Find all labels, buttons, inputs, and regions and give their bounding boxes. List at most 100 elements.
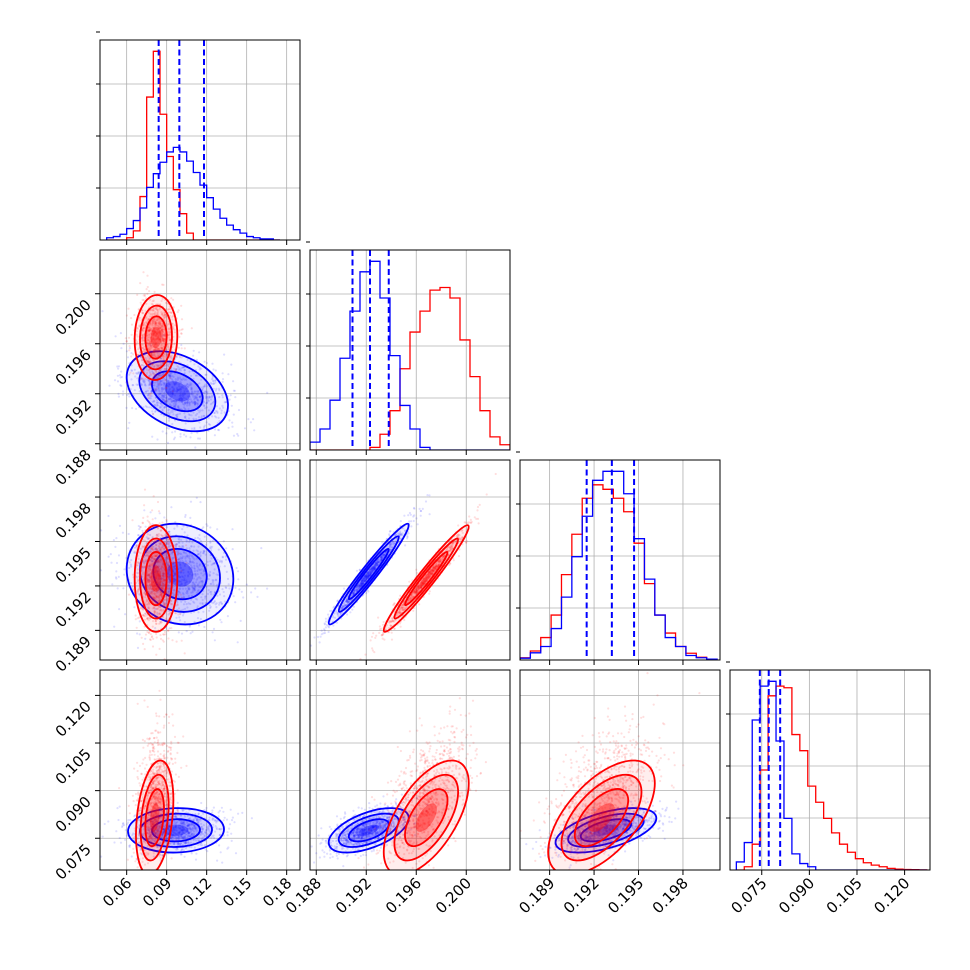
sample-point — [179, 612, 182, 615]
sample-point — [148, 327, 151, 330]
sample-point — [177, 366, 180, 369]
sample-point — [147, 360, 150, 364]
sample-point — [137, 318, 140, 321]
sample-point — [188, 566, 191, 569]
sample-point — [178, 583, 181, 586]
sample-point — [185, 390, 188, 393]
sample-point — [150, 334, 153, 337]
sample-point — [160, 335, 163, 339]
sample-point — [177, 400, 181, 403]
sample-point — [180, 381, 183, 384]
sample-point — [406, 535, 409, 539]
sample-point — [220, 602, 223, 605]
sample-point — [151, 556, 154, 559]
panel-content — [101, 271, 269, 449]
sample-point — [211, 562, 214, 566]
sample-point — [183, 366, 186, 369]
sample-point — [143, 329, 146, 332]
sample-point — [199, 395, 202, 398]
sample-point — [216, 558, 219, 561]
sample-point — [233, 389, 236, 392]
sample-point — [182, 525, 185, 528]
sample-point — [133, 368, 136, 371]
sample-point — [135, 544, 138, 547]
sample-point — [179, 387, 182, 391]
sample-point — [212, 627, 216, 631]
sample-point — [177, 593, 180, 596]
sample-point — [399, 594, 402, 597]
sample-point — [172, 343, 175, 346]
sample-point — [215, 573, 218, 576]
sample-point — [201, 598, 204, 602]
sample-point — [145, 316, 148, 319]
sample-point — [152, 400, 155, 403]
sample-point — [151, 324, 154, 327]
sample-point — [158, 371, 161, 374]
sample-point — [170, 404, 173, 407]
sample-point — [183, 392, 186, 395]
sample-point — [152, 376, 155, 379]
sample-point — [148, 565, 151, 568]
sample-point — [205, 406, 208, 409]
sample-point — [158, 364, 161, 367]
sample-point — [135, 333, 138, 336]
sample-point — [151, 303, 154, 306]
sample-point — [182, 366, 185, 369]
sample-point — [178, 387, 181, 390]
sample-point — [188, 572, 191, 576]
sample-point — [164, 393, 167, 397]
sample-point — [428, 494, 431, 497]
sample-point — [165, 364, 168, 367]
sample-point — [223, 600, 227, 603]
sample-point — [218, 601, 221, 605]
sample-point — [157, 336, 160, 339]
sample-point — [152, 376, 155, 379]
sample-point — [149, 349, 152, 352]
sample-point — [143, 370, 146, 373]
sample-point — [171, 392, 174, 395]
sample-point — [150, 340, 153, 343]
sample-point — [141, 358, 144, 361]
sample-point — [205, 362, 208, 365]
sample-point — [165, 383, 169, 386]
sample-point — [178, 541, 181, 544]
sample-point — [148, 374, 151, 377]
sample-point — [179, 566, 182, 569]
sample-point — [160, 325, 163, 328]
sample-point — [155, 322, 158, 325]
sample-point — [163, 399, 166, 402]
sample-point — [197, 583, 200, 586]
sample-point — [146, 329, 149, 332]
sample-point — [199, 577, 202, 580]
sample-point — [137, 348, 140, 351]
sample-point — [206, 397, 209, 400]
sample-point — [192, 577, 195, 580]
sample-point — [150, 336, 153, 339]
sample-point — [168, 374, 171, 377]
sample-point — [167, 613, 170, 616]
sample-point — [197, 416, 201, 419]
sample-point — [176, 413, 180, 416]
sample-point — [198, 581, 201, 584]
sample-point — [351, 608, 354, 611]
sample-point — [184, 388, 187, 391]
sample-point — [231, 421, 234, 424]
sample-point — [189, 500, 193, 503]
sample-point — [178, 383, 181, 386]
sample-point — [186, 534, 189, 537]
sample-point — [157, 338, 160, 342]
sample-point — [158, 324, 161, 327]
sample-point — [189, 360, 192, 363]
sample-point — [156, 612, 159, 615]
sample-point — [159, 369, 162, 372]
sample-point — [155, 570, 158, 573]
sample-point — [154, 330, 157, 333]
sample-point — [155, 402, 158, 405]
sample-point — [142, 336, 145, 339]
sample-point — [140, 336, 143, 339]
sample-point — [412, 515, 415, 518]
sample-point — [133, 606, 136, 609]
sample-point — [191, 581, 194, 584]
sample-point — [139, 526, 142, 529]
sample-point — [158, 583, 161, 586]
